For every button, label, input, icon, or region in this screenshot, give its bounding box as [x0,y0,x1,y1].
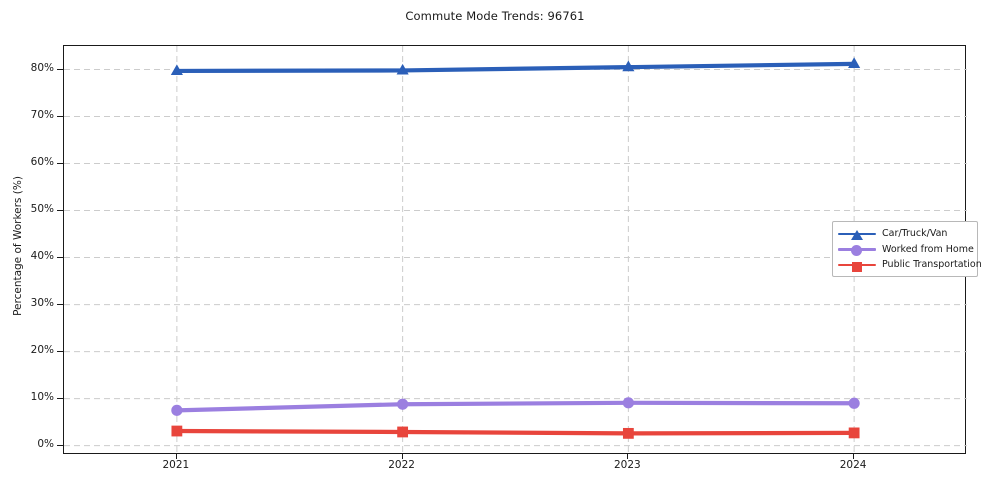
legend-item[interactable]: Car/Truck/Van [838,226,971,242]
series-line [174,400,857,413]
data-point-marker [170,64,183,76]
y-tick-label: 60% [30,155,54,168]
y-tick-mark [57,115,63,117]
x-tick-mark [853,454,855,459]
x-tick-label: 2023 [614,459,641,471]
data-point-marker [396,63,409,75]
legend-square-icon [852,261,862,272]
legend-swatch [838,227,876,241]
x-tick-mark [401,454,403,459]
y-tick-label: 0% [37,437,54,450]
plot-area [63,45,967,455]
data-point-marker [848,57,861,68]
x-tick-mark [175,454,177,459]
data-point-marker [171,425,183,437]
y-tick-mark [57,68,63,70]
data-point-marker [622,397,634,409]
data-point-marker [397,398,409,410]
series-line [174,61,857,74]
data-point-marker [171,404,183,416]
y-tick-label: 30% [30,296,54,309]
data-point-marker [848,397,860,409]
y-tick-label: 40% [30,249,54,262]
y-tick-mark [57,350,63,352]
legend-triangle-icon [851,229,863,240]
data-point-marker [848,427,860,439]
y-tick-label: 70% [30,108,54,121]
y-tick-label: 80% [30,61,54,74]
y-tick-mark [57,256,63,258]
y-tick-mark [57,444,63,446]
legend-swatch [838,242,876,257]
legend-label: Car/Truck/Van [882,228,948,240]
chart-legend: Car/Truck/Van Worked from Home Public Tran… [832,221,982,277]
x-tick-label: 2022 [388,459,415,471]
y-tick-label: 10% [30,390,54,403]
y-tick-mark [57,162,63,164]
data-point-marker [397,426,409,438]
data-point-marker [622,427,634,439]
y-tick-mark [57,397,63,399]
y-tick-mark [57,303,63,305]
legend-item[interactable]: Worked from Home [838,242,974,258]
legend-circle-icon [851,245,862,257]
legend-label: Worked from Home [882,243,974,255]
y-tick-label: 50% [30,202,54,215]
x-tick-label: 2024 [839,459,867,471]
plot-svg [64,46,967,455]
y-tick-mark [57,209,63,211]
legend-item[interactable]: Public Transportation [838,257,982,273]
x-tick-label: 2021 [162,459,190,471]
legend-swatch [838,258,876,272]
chart-title: Commute Mode Trends: 96761 [405,9,585,23]
x-tick-mark [627,454,629,459]
legend-label: Public Transportation [882,259,982,271]
data-point-marker [622,60,635,72]
y-tick-label: 20% [30,343,54,356]
series-line [174,428,857,436]
